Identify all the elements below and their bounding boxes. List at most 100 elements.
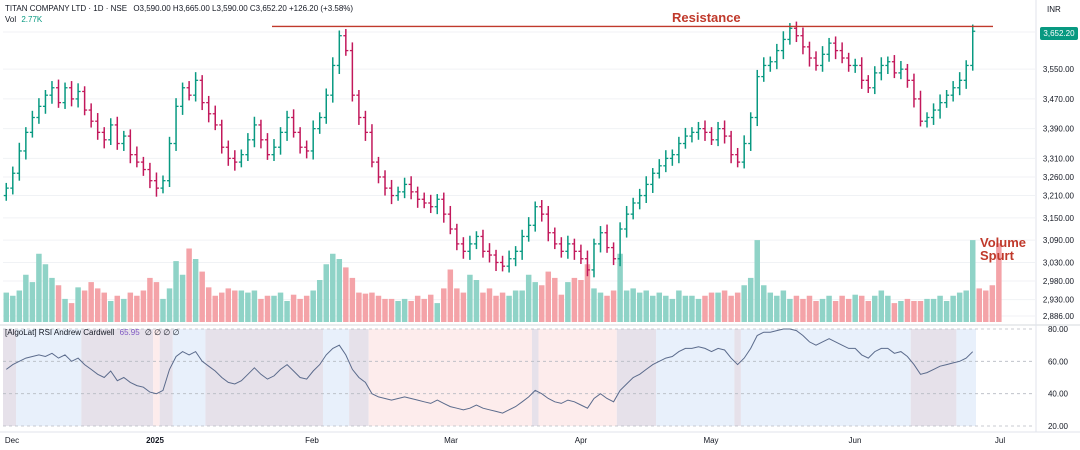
- volume-bar: [754, 240, 760, 322]
- ohlc-bar: [519, 229, 525, 260]
- ohlc-bar: [578, 244, 584, 264]
- ohlc-bar: [206, 95, 212, 123]
- ohlc-bar: [147, 162, 153, 189]
- price-tick-label: 2,930.00: [1043, 296, 1075, 305]
- volume-bar: [179, 274, 186, 322]
- volume-bar: [369, 292, 375, 322]
- volume-bar: [173, 261, 179, 322]
- volume-bar: [656, 292, 663, 322]
- ohlc-bar: [500, 255, 506, 272]
- volume-bar: [924, 298, 930, 322]
- volume-bar: [695, 298, 702, 322]
- ohlc-bar: [944, 89, 950, 108]
- rsi-zone: [368, 329, 532, 426]
- volume-bar: [702, 295, 708, 322]
- ohlc-bar: [101, 127, 107, 149]
- ohlc-bar: [473, 231, 479, 250]
- ohlc-bar: [839, 42, 845, 64]
- ohlc-bar: [29, 110, 35, 138]
- ohlc-bar: [180, 82, 186, 115]
- volume-bar: [264, 295, 271, 322]
- ohlc-bar: [558, 237, 564, 258]
- ohlc-bar: [160, 175, 166, 194]
- ohlc-bar: [23, 127, 29, 160]
- ohlc-bar: [904, 63, 910, 88]
- volume-bar: [806, 295, 813, 322]
- ohlc-bar: [153, 172, 159, 197]
- volume-bar: [904, 298, 911, 322]
- volume-bar: [421, 298, 427, 322]
- ohlc-bar: [460, 237, 466, 259]
- ohlc-bar: [591, 238, 597, 278]
- volume-bar: [493, 295, 499, 322]
- ohlc-bar: [193, 72, 199, 102]
- ohlc-bar: [957, 72, 963, 96]
- rsi-bands: [3, 329, 976, 426]
- ohlc-bar: [859, 57, 865, 89]
- ohlc-bar: [441, 192, 447, 223]
- rsi-zone: [322, 329, 350, 426]
- volume-bar: [486, 288, 493, 322]
- rsi-zone: [153, 329, 160, 426]
- ohlc-bar: [611, 242, 617, 266]
- volume-bar: [813, 301, 819, 322]
- ohlc-bar: [42, 89, 48, 114]
- ohlc-bar: [598, 226, 604, 253]
- rsi-tick-label: 20.00: [1048, 422, 1069, 431]
- volume-bar: [774, 295, 780, 322]
- time-tick-label: May: [703, 436, 718, 445]
- volume-bar: [532, 282, 538, 322]
- rsi-zone: [3, 329, 17, 426]
- symbol-title: TITAN COMPANY LTD · 1D · NSE: [5, 4, 128, 13]
- ohlc-bar: [806, 41, 812, 67]
- volume-bar: [747, 277, 754, 322]
- resistance-annotation: Resistance: [672, 10, 741, 25]
- volume-bar: [506, 295, 512, 322]
- ohlc-bar: [526, 217, 532, 242]
- volume-bar: [623, 290, 630, 322]
- volume-bar: [650, 295, 656, 322]
- volume-bar: [832, 301, 839, 322]
- volume-bar: [976, 288, 983, 322]
- ohlc-bar: [278, 127, 284, 155]
- ohlc-bar: [310, 120, 316, 160]
- ohlc-bar: [565, 235, 571, 259]
- volume-bar: [898, 301, 904, 322]
- rsi-zone: [656, 329, 735, 426]
- ohlc-bar: [780, 31, 786, 60]
- rsi-zone: [616, 329, 657, 426]
- ohlc-bar: [741, 135, 747, 169]
- ohlc-bar: [709, 127, 715, 146]
- volume-bar: [512, 290, 519, 322]
- ohlc-bar: [317, 112, 323, 134]
- volume-bar: [114, 295, 121, 322]
- time-tick-label: Mar: [444, 436, 458, 445]
- volume-bar: [310, 290, 316, 322]
- ohlc-bar: [245, 133, 251, 161]
- ohlc-bar: [297, 127, 303, 154]
- ohlc-bar: [10, 166, 16, 195]
- volume-bar: [878, 290, 885, 322]
- ohlc-bar: [199, 75, 205, 111]
- axes: 3,650.003,550.003,470.003,390.003,310.00…: [5, 28, 1075, 445]
- volume-bar: [767, 292, 774, 322]
- volume-bar: [88, 282, 94, 322]
- price-tick-label: 3,150.00: [1043, 214, 1075, 223]
- ohlc-bar: [767, 56, 773, 72]
- ohlc-bar: [389, 179, 395, 205]
- volume-bar: [617, 253, 623, 322]
- volume-bar: [761, 285, 767, 322]
- volume-bar: [36, 253, 42, 322]
- ohlc-bar: [428, 194, 434, 214]
- volume-bar: [545, 271, 552, 322]
- volume-bar: [467, 274, 473, 322]
- volume-bar: [395, 301, 401, 322]
- time-tick-label: 2025: [146, 436, 164, 445]
- price-tick-label: 3,030.00: [1043, 258, 1075, 267]
- ohlc-bar: [421, 192, 427, 209]
- volume-bar: [49, 277, 55, 322]
- ohlc-bar: [650, 168, 656, 193]
- ohlc-bar: [715, 121, 721, 147]
- volume-bar: [943, 301, 950, 322]
